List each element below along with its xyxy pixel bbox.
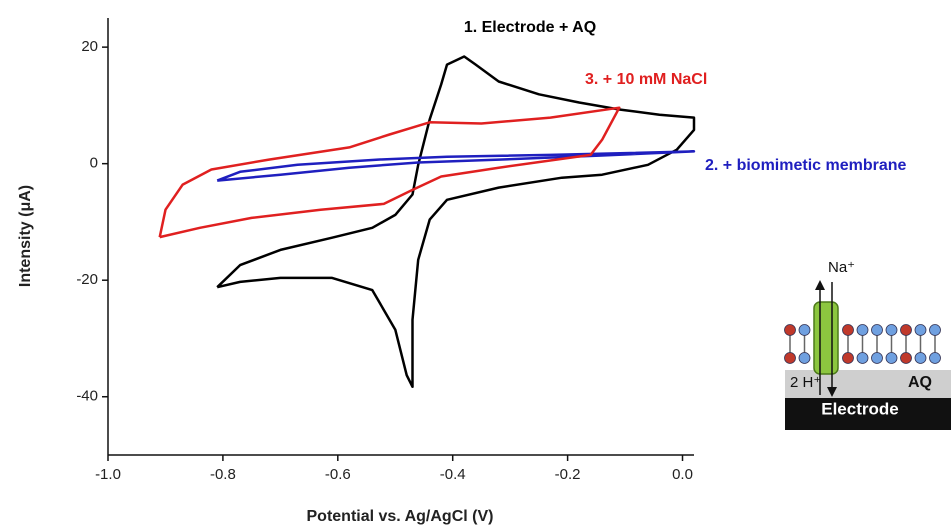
y-tick-label: -20	[76, 271, 98, 288]
lipid-head	[784, 352, 796, 364]
aq-label: AQ	[908, 374, 932, 391]
cv-curve	[158, 106, 621, 239]
lipid-head	[900, 324, 912, 336]
electrode	[785, 398, 951, 430]
arrow-head	[815, 280, 825, 290]
y-tick-label: 20	[81, 38, 98, 55]
x-tick-label: -0.8	[210, 466, 236, 483]
ion-channel	[813, 301, 839, 375]
lipid-head	[798, 324, 811, 336]
x-tick-label: -1.0	[95, 466, 121, 483]
y-axis-title: Intensity (μA)	[17, 185, 34, 287]
lipid-head	[856, 352, 869, 364]
x-tick-label: 0.0	[672, 466, 693, 483]
series-label: 2. + biomimetic membrane	[705, 157, 907, 174]
x-tick-label: -0.4	[440, 466, 466, 483]
lipid-head	[842, 324, 854, 336]
lipid-head	[871, 324, 883, 336]
proton-label: 2 H⁺	[790, 374, 821, 391]
arrow-head	[827, 387, 837, 397]
lipid-head	[784, 324, 796, 336]
lipid-head	[929, 352, 941, 364]
lipid-head	[900, 352, 912, 364]
series-label: 3. + 10 mM NaCl	[585, 71, 707, 88]
y-tick-label: 0	[90, 155, 98, 172]
lipid-head	[842, 352, 854, 364]
electrode-label: Electrode	[821, 399, 898, 418]
series-label: 1. Electrode + AQ	[464, 19, 596, 36]
lipid-head	[885, 324, 898, 336]
x-tick-label: -0.2	[555, 466, 581, 483]
lipid-head	[914, 352, 927, 364]
cv-curve	[216, 150, 696, 182]
lipid-head	[929, 324, 941, 336]
inset-diagram: Electrode 2 H⁺ AQ Na⁺	[784, 259, 951, 430]
aq-layer	[785, 370, 951, 398]
lipid-head	[798, 352, 811, 364]
x-axis-title: Potential vs. Ag/AgCl (V)	[307, 508, 494, 525]
cv-curve	[216, 55, 696, 389]
x-tick-label: -0.6	[325, 466, 351, 483]
lipid-head	[885, 352, 898, 364]
lipid-head	[856, 324, 869, 336]
lipid-head	[914, 324, 927, 336]
y-tick-label: -40	[76, 388, 98, 405]
cation-label: Na⁺	[828, 259, 855, 276]
lipid-head	[871, 352, 883, 364]
